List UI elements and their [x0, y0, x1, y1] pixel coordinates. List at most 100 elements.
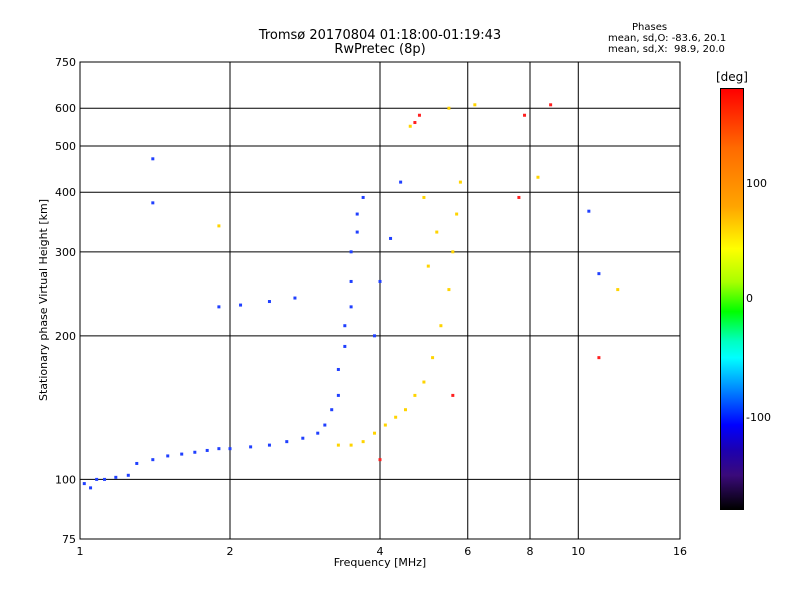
echo-point-x — [408, 124, 412, 128]
echo-point-x — [403, 408, 407, 412]
echo-point-other — [417, 113, 421, 117]
y-tick-label: 500 — [55, 140, 76, 153]
echo-point-o — [355, 230, 359, 234]
echo-point-x — [349, 443, 353, 447]
echo-point-o — [316, 431, 320, 435]
echo-point-o — [349, 250, 353, 254]
echo-point-x — [394, 415, 398, 419]
echo-point-x — [458, 180, 462, 184]
chart-subtitle: RwPretec (8p) — [334, 42, 426, 57]
echo-point-o — [349, 305, 353, 309]
echo-points — [82, 103, 620, 490]
echo-point-o — [82, 482, 86, 486]
y-tick-label: 600 — [55, 102, 76, 115]
echo-point-x — [422, 195, 426, 199]
echo-point-o — [151, 458, 155, 462]
echo-point-o — [267, 300, 271, 304]
echo-point-x — [422, 380, 426, 384]
echo-point-other — [549, 103, 553, 107]
echo-point-o — [103, 477, 107, 481]
echo-point-o — [205, 448, 209, 452]
echo-point-x — [336, 443, 340, 447]
x-tick-label: 8 — [527, 545, 534, 558]
x-tick-label: 16 — [673, 545, 687, 558]
echo-point-o — [239, 303, 243, 307]
x-tick-label: 6 — [464, 545, 471, 558]
echo-point-other — [413, 121, 417, 125]
echo-point-x — [451, 250, 455, 254]
echo-point-o — [355, 212, 359, 216]
echo-point-o — [330, 408, 334, 412]
y-tick-label: 300 — [55, 246, 76, 259]
echo-point-o — [336, 393, 340, 397]
echo-point-o — [323, 423, 327, 427]
echo-point-other — [523, 113, 527, 117]
echo-point-x — [439, 324, 443, 328]
echo-point-o — [114, 475, 118, 479]
echo-point-x — [473, 103, 477, 107]
echo-point-o — [193, 450, 197, 454]
colorbar-unit: [deg] — [716, 70, 748, 84]
echo-point-x — [536, 175, 540, 179]
echo-point-x — [361, 440, 365, 444]
echo-point-x — [426, 264, 430, 268]
plot-frame — [79, 61, 681, 540]
echo-point-o — [151, 201, 155, 205]
echo-point-o — [373, 334, 377, 338]
echo-point-x — [373, 431, 377, 435]
echo-point-o — [151, 157, 155, 161]
echo-point-o — [285, 440, 289, 444]
echo-point-o — [217, 447, 221, 451]
phases-heading: Phases — [632, 22, 668, 33]
echo-point-x — [455, 212, 459, 216]
echo-point-o — [378, 279, 382, 283]
echo-point-x — [383, 423, 387, 427]
echo-point-x — [447, 106, 451, 110]
echo-point-o — [293, 296, 297, 300]
echo-point-o — [336, 367, 340, 371]
echo-point-o — [95, 477, 99, 481]
x-tick-label: 1 — [77, 545, 84, 558]
x-tick-label: 4 — [377, 545, 384, 558]
echo-point-o — [267, 443, 271, 447]
echo-point-x — [435, 230, 439, 234]
y-tick-labels: 75 100 200 300 400 500 600 750 — [55, 56, 76, 546]
echo-point-other — [451, 393, 455, 397]
echo-point-x — [413, 393, 417, 397]
echo-point-o — [399, 180, 403, 184]
y-tick-label: 400 — [55, 186, 76, 199]
echo-point-o — [249, 445, 253, 449]
y-axis-label: Stationary phase Virtual Height [km] — [37, 199, 50, 401]
x-tick-labels: 1 2 4 6 8 10 16 — [77, 545, 688, 558]
echo-point-o — [301, 436, 305, 440]
echo-point-o — [166, 454, 170, 458]
chart-title: Tromsø 20170804 01:18:00-01:19:43 — [258, 28, 502, 43]
grid-lines — [80, 62, 680, 539]
phase-stats-o: mean, sd,O: -83.6, 20.1 — [608, 33, 727, 44]
x-tick-label: 2 — [227, 545, 234, 558]
phase-stats-x: mean, sd,X: 98.9, 20.0 — [608, 44, 725, 55]
echo-point-o — [343, 344, 347, 348]
echo-point-o — [180, 452, 184, 456]
echo-point-o — [343, 324, 347, 328]
echo-point-other — [378, 458, 382, 462]
echo-point-o — [135, 461, 139, 465]
y-tick-label: 75 — [62, 533, 76, 546]
colorbar-tick-100: 100 — [746, 177, 767, 190]
echo-point-o — [89, 486, 93, 490]
phase-colorbar — [720, 88, 744, 510]
echo-point-o — [349, 279, 353, 283]
echo-point-x — [217, 224, 221, 228]
echo-point-o — [361, 195, 365, 199]
y-tick-label: 100 — [55, 473, 76, 486]
echo-point-x — [447, 288, 451, 292]
echo-point-other — [597, 356, 601, 360]
echo-point-other — [517, 195, 521, 199]
echo-point-x — [616, 288, 620, 292]
y-tick-label: 750 — [55, 56, 76, 69]
x-tick-label: 10 — [571, 545, 585, 558]
echo-point-o — [217, 305, 221, 309]
echo-point-o — [389, 236, 393, 240]
echo-point-x — [431, 356, 435, 360]
